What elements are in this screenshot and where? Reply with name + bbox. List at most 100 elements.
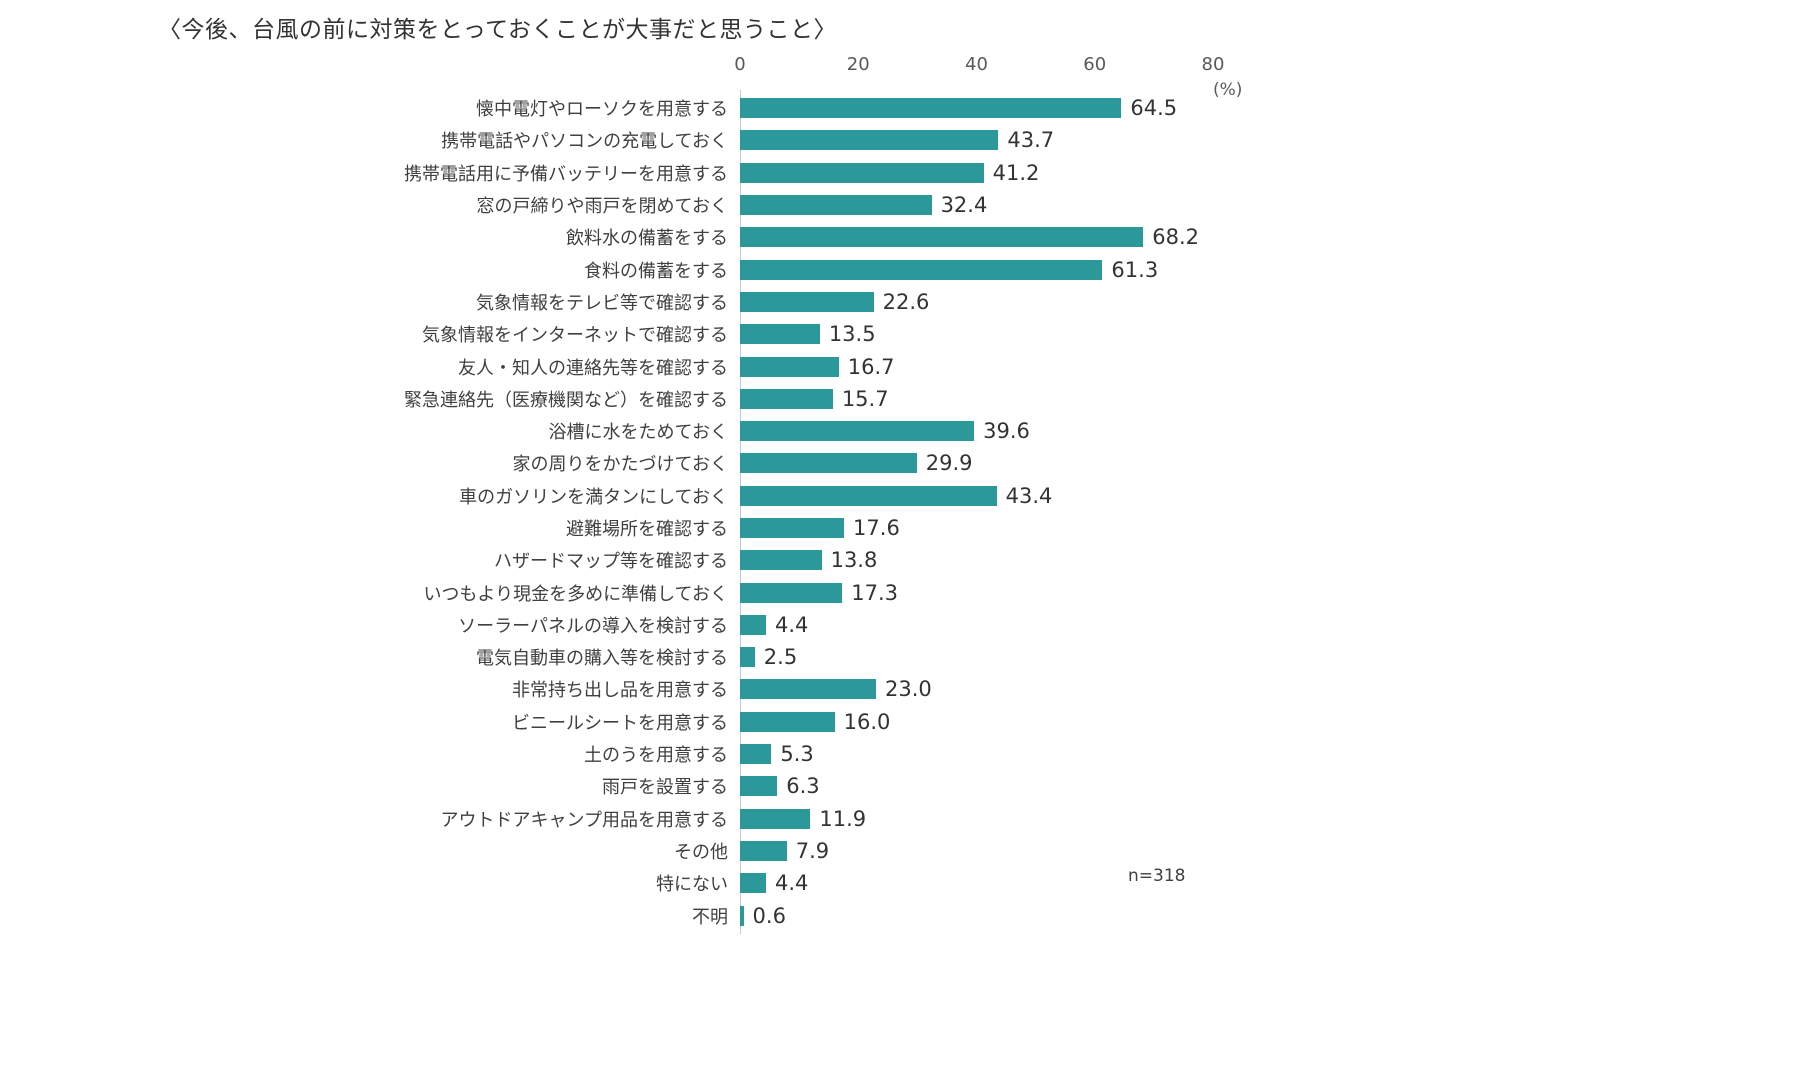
y-axis-line bbox=[740, 90, 741, 934]
bar-label: 緊急連絡先（医療機関など）を確認する bbox=[404, 389, 728, 411]
bar-value: 13.5 bbox=[828, 322, 876, 347]
bar bbox=[740, 130, 999, 151]
bar-row: 気象情報をテレビ等で確認する 22.6 bbox=[160, 286, 1213, 318]
bar bbox=[740, 388, 833, 409]
chart-title: 〈今後、台風の前に対策をとっておくことが大事だと思うこと〉 bbox=[158, 17, 837, 43]
bar-row: 不明 0.6 bbox=[160, 899, 1213, 931]
bar-value: 15.7 bbox=[841, 386, 889, 411]
bar-plot-area: 22.6 bbox=[740, 286, 1213, 318]
bar-value: 16.7 bbox=[847, 354, 895, 379]
bar-value: 39.6 bbox=[983, 419, 1030, 444]
bar-row: 緊急連絡先（医療機関など）を確認する 15.7 bbox=[160, 383, 1213, 415]
bar-label: 携帯電話やパソコンの充電しておく bbox=[441, 131, 728, 153]
bar-value: 17.3 bbox=[851, 580, 899, 605]
bar bbox=[740, 227, 1144, 248]
bar-value: 43.7 bbox=[1007, 128, 1055, 153]
bar-value: 64.5 bbox=[1130, 96, 1178, 121]
bar bbox=[740, 808, 811, 829]
bar-value: 4.4 bbox=[775, 612, 809, 637]
bar-plot-area: 16.0 bbox=[740, 706, 1213, 738]
bar bbox=[740, 776, 778, 797]
bar-value: 5.3 bbox=[780, 742, 814, 767]
bar-value: 29.9 bbox=[925, 451, 973, 476]
bar-row: 土のうを用意する 5.3 bbox=[160, 738, 1213, 770]
bar-label: ハザードマップ等を確認する bbox=[494, 551, 728, 573]
bar-row: アウトドアキャンプ用品を用意する 11.9 bbox=[160, 803, 1213, 835]
bar-row: 気象情報をインターネットで確認する 13.5 bbox=[160, 318, 1213, 350]
bar-label: 携帯電話用に予備バッテリーを用意する bbox=[404, 163, 728, 185]
bar-label: 友人・知人の連絡先等を確認する bbox=[458, 357, 728, 379]
bar-row: ソーラーパネルの導入を検討する 4.4 bbox=[160, 609, 1213, 641]
bar-plot-area: 17.3 bbox=[740, 576, 1213, 608]
bar-row: 避難場所を確認する 17.6 bbox=[160, 512, 1213, 544]
bar-plot-area: 11.9 bbox=[740, 803, 1213, 835]
bar-label: 懐中電灯やローソクを用意する bbox=[476, 99, 728, 121]
bar-plot-area: 43.7 bbox=[740, 124, 1213, 156]
bar-label: 食料の備蓄をする bbox=[584, 260, 728, 282]
bar-value: 43.4 bbox=[1005, 483, 1053, 508]
bar bbox=[740, 291, 874, 312]
bar bbox=[740, 195, 932, 216]
bar-plot-area: 29.9 bbox=[740, 447, 1213, 479]
sample-size-note: n=318 bbox=[1128, 866, 1186, 886]
bar-plot-area: 32.4 bbox=[740, 189, 1213, 221]
bar-row: 携帯電話やパソコンの充電しておく 43.7 bbox=[160, 124, 1213, 156]
bar-value: 0.6 bbox=[752, 903, 786, 928]
bar-label: 電気自動車の購入等を検討する bbox=[476, 648, 728, 670]
bar-label: 特にない bbox=[656, 874, 728, 896]
bar-plot-area: 7.9 bbox=[740, 835, 1213, 867]
bar-row: 非常持ち出し品を用意する 23.0 bbox=[160, 673, 1213, 705]
bar bbox=[740, 679, 876, 700]
bar-plot-area: 0.6 bbox=[740, 899, 1213, 931]
bar-label: アウトドアキャンプ用品を用意する bbox=[440, 809, 728, 831]
bar-plot-area: 41.2 bbox=[740, 157, 1213, 189]
bar-plot-area: 2.5 bbox=[740, 641, 1213, 673]
bar-chart: 懐中電灯やローソクを用意する 64.5 携帯電話やパソコンの充電しておく 43.7 携帯… bbox=[160, 92, 1213, 932]
bar bbox=[740, 485, 997, 506]
bar-plot-area: 4.4 bbox=[740, 609, 1213, 641]
bar-label: 土のうを用意する bbox=[584, 745, 728, 767]
x-axis-unit-label: (%) bbox=[1213, 80, 1243, 100]
bar-value: 11.9 bbox=[819, 806, 867, 831]
bar-label: 非常持ち出し品を用意する bbox=[512, 680, 728, 702]
bar bbox=[740, 98, 1122, 119]
bar-label: 避難場所を確認する bbox=[566, 519, 728, 540]
bar-label: 窓の戸締りや雨戸を閉めておく bbox=[476, 196, 728, 218]
bar-value: 41.2 bbox=[992, 160, 1040, 185]
bar-row: 電気自動車の購入等を検討する 2.5 bbox=[160, 641, 1213, 673]
bar bbox=[740, 647, 755, 668]
bar bbox=[740, 873, 766, 894]
bar-plot-area: 4.4 bbox=[740, 867, 1213, 899]
bar bbox=[740, 614, 766, 635]
bar-value: 17.6 bbox=[853, 516, 900, 540]
bar-value: 4.4 bbox=[775, 871, 809, 896]
bar-value: 2.5 bbox=[763, 645, 798, 670]
bar bbox=[740, 259, 1103, 280]
bar-label: 不明 bbox=[692, 906, 728, 928]
bar-value: 23.0 bbox=[884, 677, 932, 702]
axis-tick: 20 bbox=[846, 54, 870, 75]
bar bbox=[740, 324, 820, 345]
bar-value: 32.4 bbox=[940, 193, 988, 218]
bar-row: 飲料水の備蓄をする 68.2 bbox=[160, 221, 1213, 253]
bar bbox=[740, 453, 917, 474]
bar-plot-area: 23.0 bbox=[740, 673, 1213, 705]
bar bbox=[740, 162, 984, 183]
x-axis: 0 20 40 60 80 bbox=[734, 54, 1224, 78]
bar-label: ソーラーパネルの導入を検討する bbox=[458, 615, 728, 637]
bar-label: 浴槽に水をためておく bbox=[548, 422, 728, 444]
bar-plot-area: 17.6 bbox=[740, 512, 1213, 544]
bar-label: 気象情報をインターネットで確認する bbox=[422, 325, 728, 347]
bar bbox=[740, 840, 787, 861]
bar-value: 68.2 bbox=[1152, 225, 1199, 250]
bar-row: 友人・知人の連絡先等を確認する 16.7 bbox=[160, 350, 1213, 382]
bar-plot-area: 6.3 bbox=[740, 770, 1213, 802]
axis-tick: 80 bbox=[1201, 54, 1225, 75]
bar-value: 13.8 bbox=[830, 548, 878, 573]
bar-row: 窓の戸締りや雨戸を閉めておく 32.4 bbox=[160, 189, 1213, 221]
bar bbox=[740, 421, 975, 442]
bar-label: 雨戸を設置する bbox=[602, 777, 728, 799]
bar-plot-area: 15.7 bbox=[740, 383, 1213, 415]
axis-tick: 60 bbox=[1083, 54, 1107, 75]
